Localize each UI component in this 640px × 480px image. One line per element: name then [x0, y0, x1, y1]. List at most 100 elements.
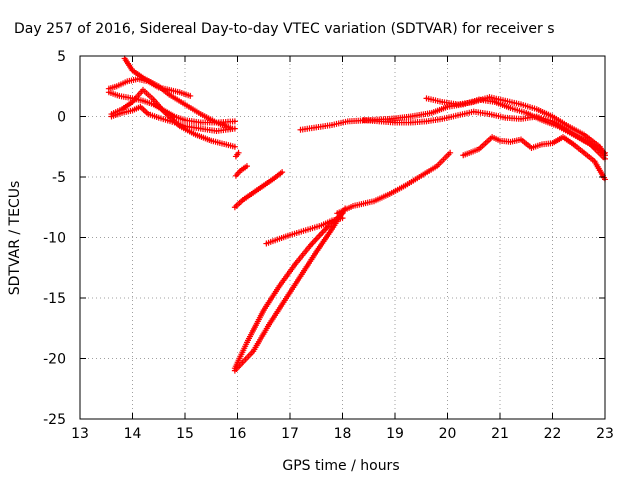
data-point	[299, 275, 302, 278]
data-point	[126, 80, 129, 83]
data-point	[309, 243, 313, 246]
data-point	[472, 100, 475, 104]
data-point	[425, 97, 428, 100]
data-point	[237, 151, 240, 154]
data-point	[157, 86, 160, 89]
data-point	[252, 191, 255, 194]
data-point	[265, 242, 268, 245]
data-point	[504, 116, 507, 119]
data-point	[530, 146, 533, 150]
x-tick-label: 17	[281, 426, 299, 442]
data-point	[346, 120, 349, 123]
data-point	[430, 111, 433, 115]
series-s5	[108, 86, 238, 150]
y-tick-label: -10	[43, 231, 66, 247]
data-point	[325, 226, 328, 230]
x-tick-label: 22	[544, 426, 562, 442]
data-point	[315, 126, 318, 129]
data-point	[183, 118, 187, 122]
data-point	[519, 103, 523, 106]
data-point	[152, 98, 155, 101]
data-point	[278, 284, 281, 288]
chart-title: Day 257 of 2016, Sidereal Day-to-day VTE…	[14, 21, 555, 37]
data-point	[551, 115, 554, 118]
data-point	[199, 112, 202, 116]
data-point	[315, 250, 318, 254]
data-point	[448, 151, 452, 154]
y-tick-label: 5	[57, 49, 66, 65]
x-tick-label: 13	[71, 426, 89, 442]
data-point	[525, 111, 528, 115]
data-point	[139, 105, 142, 109]
data-point	[551, 141, 554, 145]
data-point	[131, 109, 134, 112]
marker-trace	[297, 96, 608, 162]
data-point	[456, 103, 460, 106]
data-point	[493, 100, 496, 104]
data-point	[252, 350, 255, 353]
data-point	[283, 299, 286, 302]
data-point	[120, 111, 124, 115]
data-point	[420, 174, 423, 177]
data-point	[488, 95, 491, 99]
data-point	[147, 80, 150, 83]
data-point	[378, 120, 381, 123]
data-point	[582, 139, 586, 142]
data-point	[330, 123, 334, 127]
data-point	[199, 121, 202, 124]
data-point	[215, 121, 218, 124]
data-point	[425, 120, 428, 123]
data-point	[238, 169, 242, 173]
data-point	[441, 117, 444, 121]
x-tick-label: 23	[596, 426, 614, 442]
data-point	[504, 99, 507, 102]
data-point	[488, 112, 491, 116]
data-point	[280, 170, 284, 174]
data-point	[131, 100, 134, 104]
data-point	[409, 121, 412, 124]
x-axis-label: GPS time / hours	[282, 458, 399, 474]
data-point	[456, 114, 460, 117]
series-s15	[360, 108, 608, 156]
data-point	[107, 91, 111, 94]
data-point	[462, 154, 465, 157]
data-point	[178, 91, 181, 94]
data-point	[535, 115, 538, 118]
data-point	[393, 121, 397, 124]
data-point	[110, 112, 113, 116]
data-point	[472, 110, 475, 113]
data-point	[262, 184, 265, 187]
data-point	[519, 117, 523, 121]
data-point	[136, 77, 139, 81]
data-point	[509, 140, 512, 144]
series-s13	[460, 134, 608, 183]
data-point	[233, 206, 237, 209]
data-point	[141, 88, 145, 92]
data-point	[498, 139, 502, 142]
data-point	[593, 160, 596, 163]
data-point	[362, 118, 365, 122]
data-point	[168, 93, 171, 96]
data-point	[199, 127, 202, 130]
axis-ticks: 13 14 15 16 17 18 19 20 21 22 23 5 0 -5 -10 -15 -20 -25	[43, 49, 614, 442]
series-s12	[334, 149, 454, 217]
data-point	[372, 200, 376, 203]
data-point	[582, 151, 586, 154]
data-point	[162, 110, 166, 113]
data-point	[435, 164, 439, 168]
data-point	[262, 308, 265, 312]
marker-trace	[232, 149, 242, 160]
y-tick-label: -20	[43, 352, 66, 368]
data-point	[233, 369, 237, 372]
data-series	[105, 55, 608, 374]
data-point	[141, 99, 145, 102]
data-point	[123, 57, 126, 60]
data-point	[490, 135, 494, 139]
data-point	[267, 323, 271, 326]
data-point	[233, 120, 237, 123]
data-point	[572, 143, 575, 146]
data-point	[189, 94, 192, 98]
series-s11	[231, 205, 349, 374]
data-point	[178, 124, 181, 128]
